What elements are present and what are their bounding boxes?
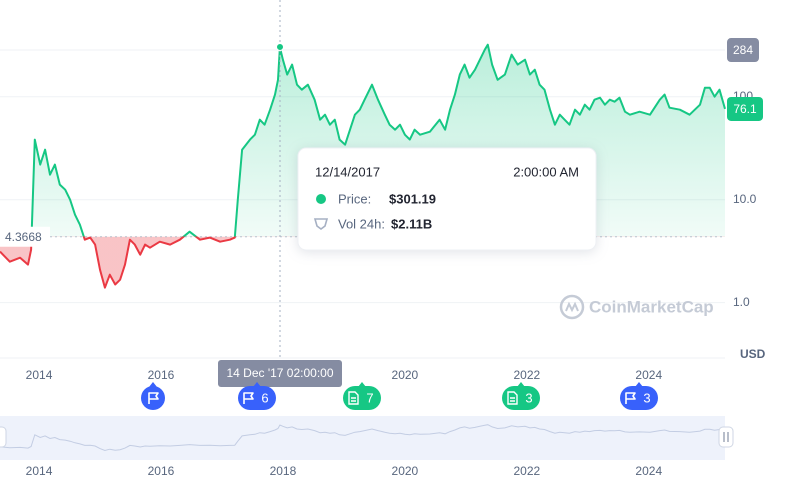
x-tick-label: 2022 xyxy=(513,368,540,382)
navigator-line xyxy=(0,424,726,452)
tooltip-bg xyxy=(297,147,597,251)
tooltip-volume: $2.11B xyxy=(391,216,432,231)
unit-label: USD xyxy=(740,347,766,361)
watermark-text: CoinMarketCap xyxy=(589,297,714,316)
event-marker[interactable]: 3 xyxy=(620,382,658,410)
hover-dot xyxy=(276,43,284,51)
flag-icon xyxy=(625,392,636,404)
tooltip-price: $301.19 xyxy=(389,191,436,206)
x-tick-label: 2024 xyxy=(635,368,662,382)
nav-tick-label: 2018 xyxy=(270,464,297,478)
event-marker[interactable]: 3 xyxy=(502,382,540,410)
nav-tick-label: 2020 xyxy=(392,464,419,478)
x-tick-label: 2014 xyxy=(26,368,53,382)
x-tick-label: 2020 xyxy=(392,368,419,382)
tooltip: 12/14/2017 2:00:00 AM Price: $301.19 Vol 24h… xyxy=(297,147,597,251)
baseline-label: 4.3668 xyxy=(5,230,42,244)
nav-tick-label: 2022 xyxy=(513,464,540,478)
flag-icon xyxy=(148,392,159,404)
last-label: 76.1 xyxy=(733,102,757,116)
overlay: 4.3668 284 76.1 14 Dec '17 02:00:00 12/14/20… xyxy=(0,0,763,410)
tooltip-time: 2:00:00 AM xyxy=(513,164,579,179)
event-marker[interactable] xyxy=(141,382,165,410)
event-bg xyxy=(620,386,658,410)
volume-icon xyxy=(313,218,329,230)
high-label: 284 xyxy=(733,43,753,57)
doc-icon xyxy=(507,391,518,405)
watermark-logo xyxy=(559,294,585,320)
event-count: 3 xyxy=(525,390,532,405)
y-tick-label: 10.0 xyxy=(733,192,757,206)
watermark-logo-mark xyxy=(565,301,579,313)
event-marker[interactable]: 6 xyxy=(238,382,276,410)
event-count: 3 xyxy=(643,390,650,405)
high-label-bg xyxy=(727,38,759,63)
doc-icon xyxy=(348,391,359,405)
tooltip-price-label: Price: xyxy=(338,191,371,206)
event-pointer xyxy=(517,382,525,387)
x-tick-label: 2016 xyxy=(148,368,175,382)
flag-icon xyxy=(243,392,254,404)
navigator-handle xyxy=(718,426,734,448)
price-line xyxy=(0,43,726,289)
event-count: 6 xyxy=(261,390,268,405)
navigator-grip xyxy=(723,432,729,442)
event-count: 7 xyxy=(366,390,373,405)
tooltip-date: 12/14/2017 xyxy=(315,164,380,179)
event-pointer xyxy=(149,382,157,387)
nav-tick-label: 2016 xyxy=(148,464,175,478)
last-label-bg xyxy=(727,96,763,121)
event-pointer xyxy=(635,382,643,387)
crosshair-label: 14 Dec '17 02:00:00 xyxy=(226,366,333,380)
price-dot xyxy=(316,194,326,204)
event-bg xyxy=(141,386,165,410)
navigator-bg xyxy=(0,416,725,460)
event-marker[interactable]: 7 xyxy=(343,382,381,410)
event-bg xyxy=(238,386,276,410)
watermark: CoinMarketCap xyxy=(559,294,714,320)
event-pointer xyxy=(358,382,366,387)
event-pointer xyxy=(253,382,261,387)
crosshair-label-bg xyxy=(218,360,342,387)
y-tick-label: 1.0 xyxy=(733,295,750,309)
baseline-label-bg xyxy=(0,226,50,247)
tooltip-volume-label: Vol 24h: xyxy=(338,216,385,231)
navigator-handle-left xyxy=(0,426,7,448)
nav-tick-label: 2014 xyxy=(26,464,53,478)
nav-tick-label: 2024 xyxy=(635,464,662,478)
